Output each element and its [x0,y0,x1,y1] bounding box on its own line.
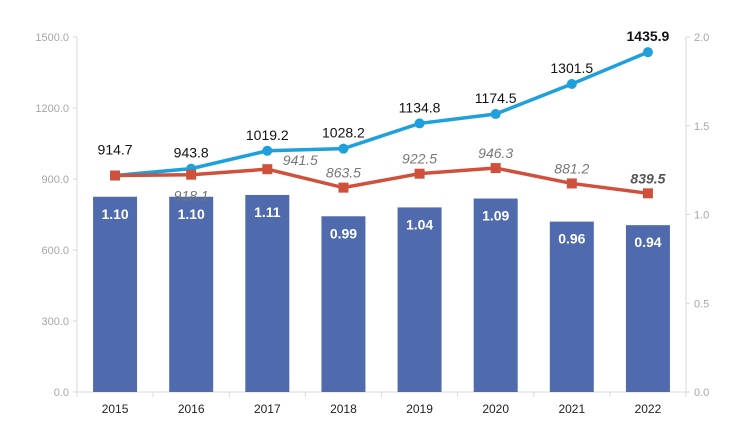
blue-point [414,118,425,129]
bar [397,207,442,392]
x-tick-label: 2022 [635,402,662,416]
blue-line [114,50,649,178]
right-tick-label: 1.5 [694,121,709,133]
x-tick-label: 2021 [558,402,585,416]
blue-data-label: 1174.5 [475,90,517,106]
blue-data-label: 1435.9 [627,28,670,44]
x-tick-label: 2015 [102,402,129,416]
red-point [110,170,121,181]
right-tick-label: 1.0 [694,210,709,222]
left-tick-label: 1200.0 [35,103,69,115]
left-tick-label: 300.0 [41,316,69,328]
left-tick-label: 900.0 [41,174,69,186]
blue-point [642,47,653,58]
blue-data-label: 1134.8 [399,99,441,115]
blue-data-label: 943.8 [174,145,209,161]
bar-label: 1.09 [482,208,509,224]
bar-label: 1.10 [178,206,205,222]
x-tick-label: 2018 [330,402,357,416]
blue-point [490,109,501,120]
red-data-label: 839.5 [630,170,665,186]
right-tick-label: 2.0 [694,32,709,44]
red-line [115,166,649,196]
red-point [490,163,501,174]
bar [549,221,594,392]
red-point [338,182,349,193]
bar [93,196,138,392]
red-data-label: 881.2 [554,160,589,176]
blue-data-label: 1301.5 [550,60,593,76]
red-data-label: 918.1 [174,188,209,204]
bar-label: 0.99 [330,225,357,241]
blue-data-label: 914.7 [98,142,133,158]
bar-label: 0.96 [558,231,585,247]
red-point [262,164,273,175]
red-data-label: 941.5 [283,152,318,168]
bar [245,194,290,392]
red-data-label: 863.5 [326,165,361,181]
x-tick-label: 2020 [482,402,509,416]
x-tick-label: 2017 [254,402,281,416]
bar [473,198,518,392]
blue-point [566,78,577,89]
x-tick-label: 2016 [178,402,205,416]
bar [321,216,366,392]
blue-point [262,145,273,156]
bar-label: 0.94 [634,234,661,250]
blue-point [338,143,349,154]
bar [169,196,214,392]
blue-data-label: 1028.2 [322,125,365,141]
x-tick-label: 2019 [406,402,433,416]
red-point [642,188,653,199]
bar-label: 1.10 [101,206,128,222]
left-tick-label: 0.0 [54,387,69,399]
bar-label: 1.11 [254,204,281,220]
red-data-label: 922.5 [402,151,437,167]
bar [625,225,670,392]
blue-data-label: 1019.2 [246,127,289,143]
right-tick-label: 0.5 [694,298,709,310]
right-tick-label: 0.0 [694,387,709,399]
red-point [186,169,197,180]
red-point [566,178,577,189]
red-data-label: 946.3 [478,145,513,161]
red-point [414,168,425,179]
left-tick-label: 600.0 [41,245,69,257]
bar-label: 1.04 [406,216,433,232]
left-tick-label: 1500.0 [35,32,69,44]
